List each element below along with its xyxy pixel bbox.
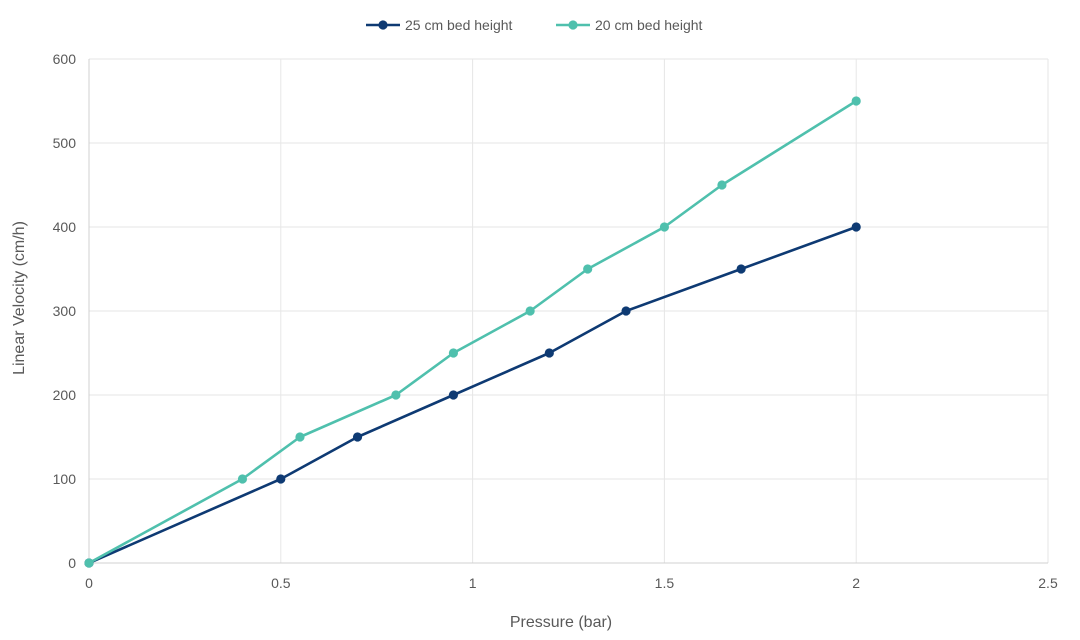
data-point (544, 348, 554, 358)
legend-item: 25 cm bed height (366, 17, 513, 33)
y-tick-label: 600 (53, 51, 77, 67)
data-point (391, 390, 401, 400)
x-tick-label: 0 (85, 575, 93, 591)
legend-marker (568, 20, 578, 30)
x-tick-label: 2.5 (1038, 575, 1058, 591)
legend: 25 cm bed height 20 cm bed height (366, 17, 703, 33)
data-point (448, 348, 459, 358)
series-line (87, 225, 858, 565)
legend-marker (378, 20, 388, 30)
data-point (295, 432, 305, 442)
series-group (84, 96, 861, 568)
x-tick-label: 0.5 (271, 575, 291, 591)
series-line (87, 99, 858, 565)
data-point (659, 222, 670, 232)
x-tick-label: 1.5 (655, 575, 675, 591)
y-tick-label: 300 (53, 303, 77, 319)
x-tick-label: 1 (469, 575, 477, 591)
y-tick-label: 500 (53, 135, 77, 151)
data-point (84, 558, 94, 568)
y-tick-label: 400 (53, 219, 77, 235)
series-2 (84, 96, 861, 568)
y-tick-label: 0 (68, 555, 76, 571)
data-point (583, 264, 593, 274)
grid (89, 58, 1049, 563)
y-tick-label: 200 (53, 387, 77, 403)
data-point (717, 180, 727, 190)
legend-label: 20 cm bed height (595, 17, 703, 33)
x-axis-title: Pressure (bar) (510, 614, 612, 631)
data-point (851, 222, 861, 232)
y-axis-title: Linear Velocity (cm/h) (11, 221, 28, 375)
axes: 0 100 200 300 400 500 600 0 0.5 1 1.5 2 2.5 (53, 51, 1058, 591)
data-point (621, 306, 631, 316)
data-point (448, 390, 459, 400)
data-point (276, 474, 286, 484)
legend-label: 25 cm bed height (405, 17, 513, 33)
data-point (736, 264, 746, 274)
data-point (851, 96, 861, 106)
legend-item: 20 cm bed height (556, 17, 703, 33)
x-tick-label: 2 (852, 575, 860, 591)
y-tick-label: 100 (53, 471, 77, 487)
data-point (352, 432, 363, 442)
data-point (237, 474, 248, 484)
series-1 (84, 222, 861, 568)
data-point (525, 306, 535, 316)
